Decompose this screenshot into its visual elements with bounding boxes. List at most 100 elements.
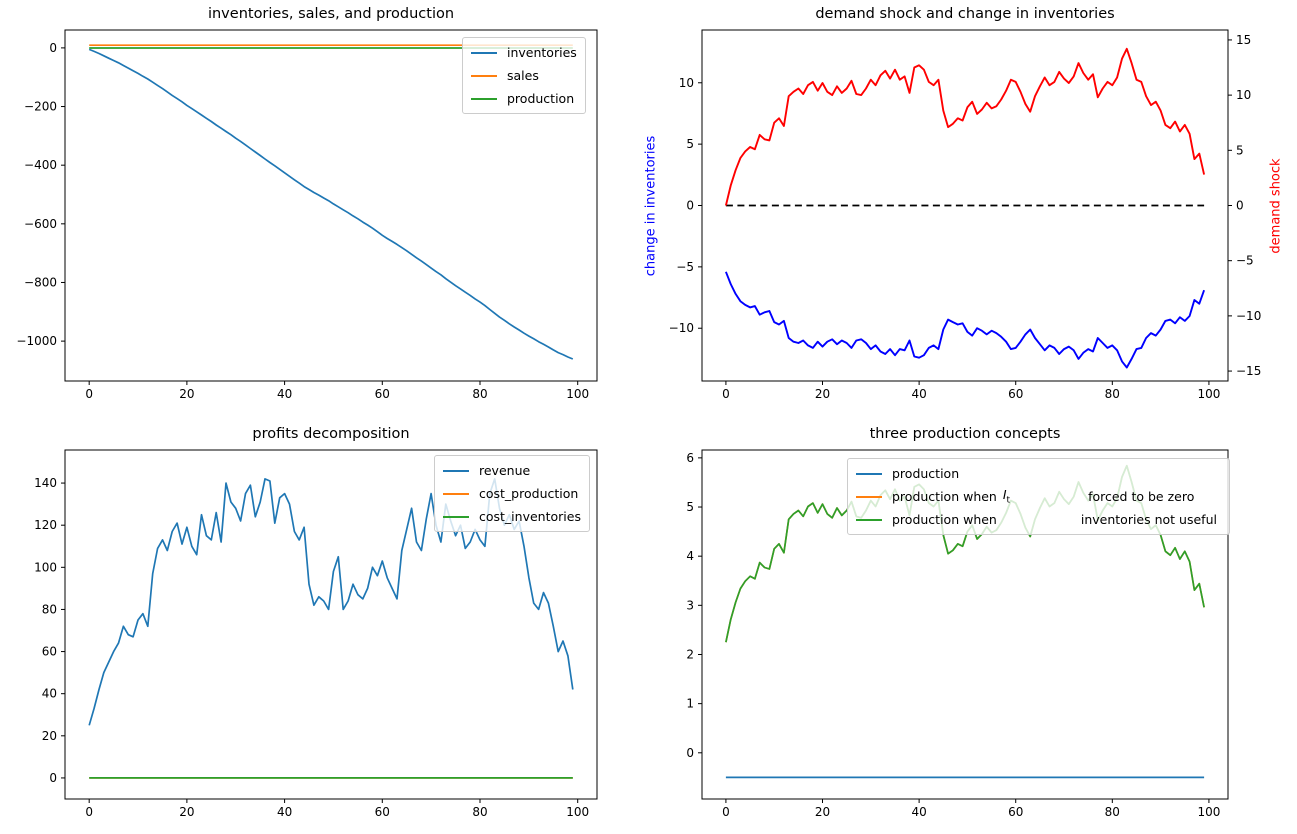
chart-title-inventories-sales-production: inventories, sales, and production xyxy=(207,6,455,22)
legend-label: production xyxy=(507,91,575,106)
y-tick-label: 0 xyxy=(49,771,57,785)
y-tick-label: −600 xyxy=(24,217,57,231)
x-tick-label: 100 xyxy=(1197,387,1220,401)
legend-label: revenue xyxy=(479,463,531,478)
x-tick-label: 60 xyxy=(375,387,390,401)
y-tick-label: 120 xyxy=(34,518,57,532)
legend-label-part: production when xyxy=(892,489,997,504)
y-tick-label: 20 xyxy=(42,729,57,743)
x-tick-label: 0 xyxy=(722,387,730,401)
y-tick-label: −10 xyxy=(669,321,694,335)
y-tick-label: 80 xyxy=(42,602,57,616)
y-tick-label: 40 xyxy=(42,687,57,701)
y-tick-label-right: 15 xyxy=(1236,33,1251,47)
legend-label: cost_production xyxy=(479,486,579,501)
x-tick-label: 0 xyxy=(85,805,93,819)
y-tick-label: 5 xyxy=(686,500,694,514)
y-tick-label: 0 xyxy=(686,199,694,213)
x-tick-label: 40 xyxy=(911,805,926,819)
y-tick-label-right: −15 xyxy=(1236,364,1261,378)
math-symbol-I-sub-t: It xyxy=(1002,487,1011,506)
legend-label-part: forced to be zero xyxy=(1088,489,1195,504)
legend-item: cost_inventories xyxy=(443,505,581,528)
legend-item: production when It forced to be zero xyxy=(856,485,1217,508)
x-tick-label: 40 xyxy=(277,387,292,401)
y-tick-label: −800 xyxy=(24,275,57,289)
y-tick-label-right: −5 xyxy=(1236,254,1254,268)
axes-spines xyxy=(64,449,598,800)
y-tick-label: −200 xyxy=(24,100,57,114)
line-swatch-icon xyxy=(443,515,469,518)
y-tick-label: 6 xyxy=(686,451,694,465)
x-tick-label: 40 xyxy=(277,805,292,819)
x-tick-label: 20 xyxy=(815,805,830,819)
legend-item: production xyxy=(856,462,1217,485)
y-tick-label: −5 xyxy=(676,260,694,274)
x-tick-label: 60 xyxy=(1008,387,1023,401)
y-tick-label: 0 xyxy=(686,746,694,760)
line-swatch-icon xyxy=(443,469,469,472)
y-tick-label-right: 5 xyxy=(1236,143,1244,157)
y-tick-label: 0 xyxy=(49,41,57,55)
legend-top-left-chart: inventories sales production xyxy=(462,37,586,114)
legend-label: cost_inventories xyxy=(479,509,581,524)
y-tick-label: 2 xyxy=(686,647,694,661)
y-tick-label: 60 xyxy=(42,645,57,659)
x-tick-label: 0 xyxy=(85,387,93,401)
y-tick-label: 10 xyxy=(679,76,694,90)
y-tick-label: 4 xyxy=(686,549,694,563)
x-tick-label: 20 xyxy=(815,387,830,401)
series-line-change-in-inventories xyxy=(725,271,1205,369)
legend-item: sales xyxy=(471,64,577,87)
line-swatch-icon xyxy=(856,495,882,498)
x-tick-label: 80 xyxy=(1105,805,1120,819)
line-swatch-icon xyxy=(856,518,882,521)
legend-bottom-left-chart: revenue cost_production cost_inventories xyxy=(434,455,590,532)
x-tick-label: 100 xyxy=(566,387,589,401)
legend-item: revenue xyxy=(443,459,581,482)
x-tick-label: 40 xyxy=(911,387,926,401)
x-tick-label: 80 xyxy=(472,805,487,819)
y-tick-label: −1000 xyxy=(16,334,57,348)
y-tick-label: −400 xyxy=(24,158,57,172)
y-tick-label-right: 0 xyxy=(1236,199,1244,213)
legend-item: cost_production xyxy=(443,482,581,505)
chart-title-profits-decomposition: profits decomposition xyxy=(252,426,410,442)
line-swatch-icon xyxy=(471,74,497,77)
y-tick-label: 1 xyxy=(686,697,694,711)
legend-label: inventories xyxy=(507,45,577,60)
x-tick-label: 100 xyxy=(1197,805,1220,819)
line-swatch-icon xyxy=(471,51,497,54)
y-tick-label: 5 xyxy=(686,137,694,151)
plot-inventories-sales-production: 0 20 40 60 80 100 0 −200 −400 −600 −800 −1000 xyxy=(16,29,598,401)
y-tick-label: 3 xyxy=(686,598,694,612)
y-tick-label-right: 10 xyxy=(1236,88,1251,102)
legend-item: production xyxy=(471,87,577,110)
right-axis-label-demand-shock: demand shock xyxy=(1268,158,1284,254)
x-tick-label: 20 xyxy=(179,805,194,819)
left-axis-label-change-in-inventories: change in inventories xyxy=(643,135,659,277)
series-line-inventories xyxy=(88,48,574,360)
legend-item: production when inventories not useful xyxy=(856,508,1217,531)
legend-item: inventories xyxy=(471,41,577,64)
line-swatch-icon xyxy=(443,492,469,495)
line-swatch-icon xyxy=(856,472,882,475)
legend-label-part: inventories not useful xyxy=(1080,512,1217,527)
legend-label-part: production when xyxy=(892,512,997,527)
x-tick-label: 60 xyxy=(375,805,390,819)
chart-title-three-production-concepts: three production concepts xyxy=(869,426,1061,442)
axes-spines xyxy=(701,449,1229,800)
legend-bottom-right-chart: production production when It forced to … xyxy=(847,458,1230,535)
x-tick-label: 0 xyxy=(722,805,730,819)
x-tick-label: 60 xyxy=(1008,805,1023,819)
y-tick-label: 140 xyxy=(34,476,57,490)
y-tick-label-right: −10 xyxy=(1236,309,1261,323)
series-line-demand-shock xyxy=(724,47,1206,206)
plot-demand-shock-and-change-in-inventories: 0 20 40 60 80 100 10 5 0 −5 −10 15 10 5 0 −5 −10 −15 xyxy=(669,29,1261,401)
x-tick-label: 20 xyxy=(179,387,194,401)
legend-label: production xyxy=(892,466,960,481)
legend-label: sales xyxy=(507,68,539,83)
y-tick-label: 100 xyxy=(34,560,57,574)
